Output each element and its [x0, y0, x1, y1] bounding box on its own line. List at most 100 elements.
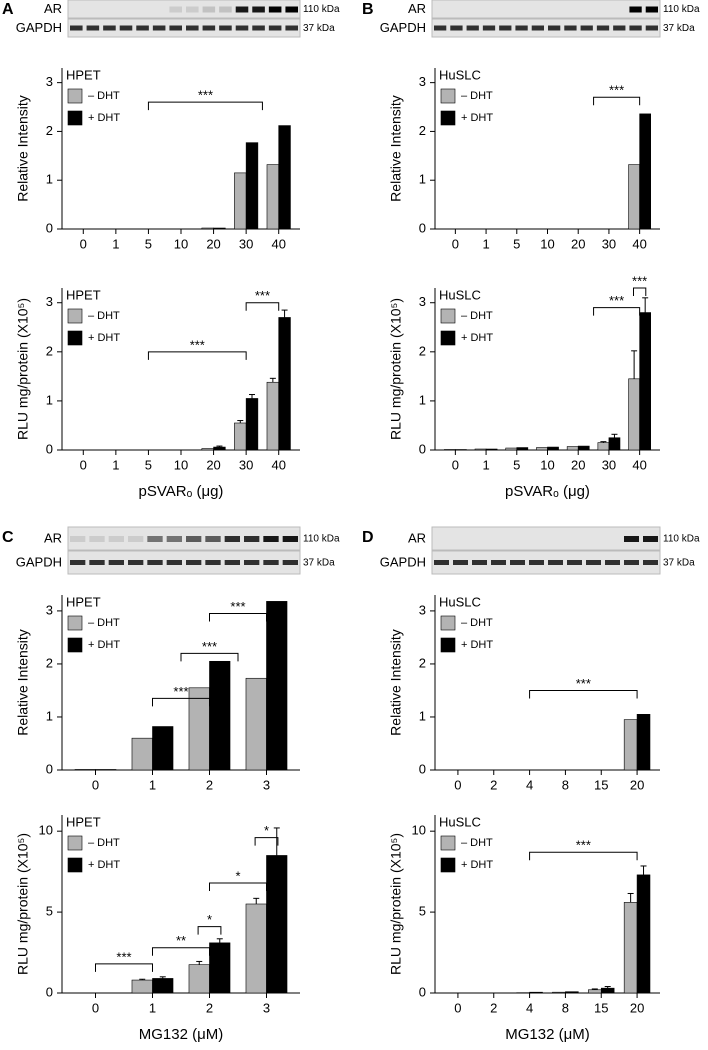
legend-title: HuSLC	[439, 594, 481, 609]
x-tick-label: 20	[206, 236, 220, 251]
blot-band	[202, 25, 216, 31]
bar	[565, 991, 579, 994]
blot-band	[263, 560, 279, 565]
blot-band	[624, 560, 639, 565]
legend-swatch	[67, 110, 83, 126]
x-tick-label: 15	[594, 1000, 608, 1015]
blot-band	[263, 536, 279, 542]
legend-swatch	[440, 637, 456, 653]
error-bar	[604, 986, 611, 989]
error-bar	[216, 938, 223, 943]
bar	[474, 448, 487, 451]
blot-band	[645, 6, 658, 13]
significance-bracket	[245, 302, 280, 311]
bar	[600, 987, 615, 994]
bar	[278, 317, 291, 451]
x-tick-label: 40	[271, 457, 285, 472]
bar	[536, 447, 548, 451]
blot-band	[531, 25, 544, 31]
legend-title: HPET	[66, 67, 101, 82]
blot-band	[103, 25, 116, 31]
blot-band	[282, 536, 298, 542]
bar	[201, 448, 214, 451]
x-tick-label: 4	[526, 777, 533, 792]
y-tick-label: 1	[419, 708, 426, 723]
blot-size: 37 kDa	[303, 558, 335, 569]
legend-label: + DHT	[88, 639, 120, 651]
bar	[608, 437, 621, 451]
blot-strip	[67, 550, 301, 575]
blot-band	[252, 25, 265, 31]
blot-label: AR	[44, 1, 62, 16]
blot-band	[499, 25, 512, 31]
blot-size: 110 kDa	[663, 534, 700, 545]
legend-swatch	[440, 857, 456, 873]
bar	[577, 445, 590, 451]
legend-label: – DHT	[88, 90, 120, 102]
bar	[623, 719, 638, 771]
y-tick-label: 0	[46, 441, 53, 456]
y-axis-label: Relative Intensity	[388, 629, 404, 736]
bar	[636, 874, 651, 994]
blot-band	[268, 6, 282, 13]
error-bar	[216, 445, 223, 448]
significance-label: *	[264, 823, 269, 838]
panel-letter: B	[362, 1, 374, 18]
y-tick-label: 0	[419, 220, 426, 235]
y-tick-label: 10	[412, 823, 426, 838]
blot-band	[219, 25, 232, 31]
significance-bracket	[209, 613, 267, 622]
blot-band	[564, 25, 577, 31]
legend-label: + DHT	[88, 859, 120, 871]
legend-title: HPET	[66, 814, 101, 829]
y-tick-label: 1	[419, 172, 426, 187]
bar	[234, 172, 247, 230]
legend-swatch	[440, 110, 456, 126]
blot-strip	[67, 0, 301, 19]
significance-bracket	[593, 96, 641, 106]
bar	[639, 113, 652, 230]
bar	[95, 769, 117, 771]
bar	[628, 378, 640, 451]
legend-label: + DHT	[88, 112, 120, 124]
significance-bracket	[529, 851, 638, 861]
blot-label: GAPDH	[16, 20, 62, 35]
legend-label: + DHT	[88, 332, 120, 344]
y-tick-label: 3	[419, 602, 426, 617]
blot-label: GAPDH	[380, 20, 426, 35]
legend-label: + DHT	[461, 332, 493, 344]
bar	[485, 448, 498, 451]
blot-band	[596, 25, 610, 31]
significance-label: ***	[632, 273, 647, 288]
blot-strip	[431, 0, 661, 19]
significance-label: ***	[198, 88, 213, 103]
x-axis-label: MG132 (μM)	[139, 1026, 224, 1043]
x-tick-label: 1	[149, 1000, 156, 1015]
blot-label: AR	[44, 530, 62, 545]
blot-band	[643, 560, 658, 565]
x-tick-label: 0	[80, 236, 87, 251]
legend-label: – DHT	[461, 617, 493, 629]
bar	[628, 164, 640, 230]
legend-label: – DHT	[461, 310, 493, 322]
y-tick-label: 2	[46, 655, 53, 670]
x-tick-label: 3	[263, 777, 270, 792]
bar	[201, 227, 214, 230]
error-bar	[591, 988, 598, 990]
blot-band	[219, 6, 232, 13]
x-tick-label: 0	[92, 1000, 99, 1015]
x-tick-label: 40	[271, 236, 285, 251]
bar	[639, 312, 652, 451]
blot-band	[580, 25, 593, 31]
x-tick-label: 1	[112, 236, 119, 251]
bar	[234, 422, 247, 451]
bar	[245, 903, 267, 994]
blot-size: 37 kDa	[663, 558, 695, 569]
legend-swatch	[440, 615, 456, 631]
legend-swatch	[440, 88, 456, 104]
y-axis-label: RLU mg/protein (X10⁵)	[15, 833, 31, 975]
blot-band	[567, 560, 582, 565]
legend-label: + DHT	[461, 859, 493, 871]
blot-band	[70, 560, 86, 565]
blot-strip	[431, 550, 661, 575]
